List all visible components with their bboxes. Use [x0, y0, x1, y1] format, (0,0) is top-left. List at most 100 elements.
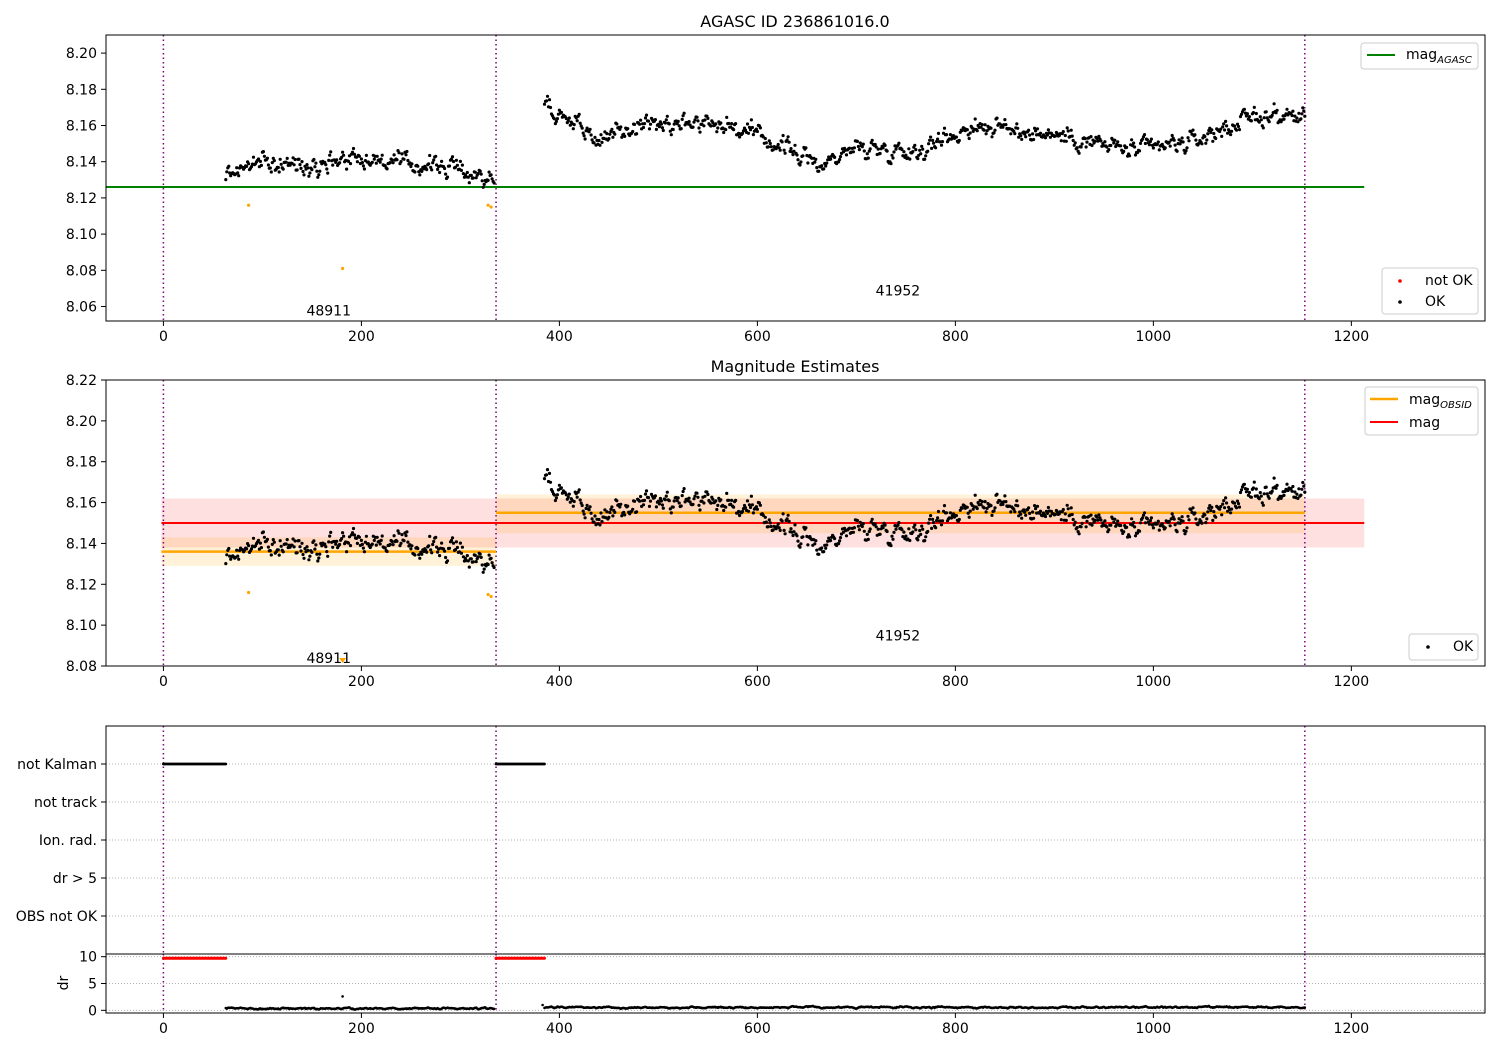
data-point: [235, 166, 239, 170]
data-point: [725, 491, 729, 495]
data-point: [795, 534, 799, 538]
data-point: [303, 547, 307, 551]
data-point: [435, 545, 439, 549]
data-point: [298, 163, 302, 167]
dr-outlier: [541, 1003, 544, 1007]
data-point: [308, 554, 312, 558]
data-point: [432, 158, 436, 162]
data-point: [851, 530, 856, 534]
data-point: [1242, 107, 1246, 111]
data-point: [429, 548, 433, 552]
data-point: [302, 173, 306, 177]
data-point: [1128, 535, 1132, 539]
data-point: [1103, 140, 1107, 144]
data-point: [1147, 143, 1151, 147]
data-point: [968, 131, 972, 135]
legend-mag-agasc-label: mag: [1406, 47, 1437, 63]
data-point: [1072, 523, 1076, 527]
data-point: [409, 547, 413, 551]
data-point: [935, 519, 939, 523]
data-point: [225, 170, 229, 174]
data-point: [1149, 516, 1153, 520]
data-point: [1063, 133, 1067, 138]
data-point: [891, 156, 895, 160]
data-point: [564, 116, 568, 121]
data-point: [801, 535, 805, 539]
data-point: [857, 148, 862, 152]
data-point: [547, 471, 552, 475]
data-point: [278, 539, 282, 543]
data-point: [758, 126, 763, 130]
data-point: [391, 543, 395, 547]
data-point: [980, 500, 984, 504]
data-point: [1019, 134, 1023, 138]
data-point: [291, 537, 295, 541]
data-point: [1109, 143, 1113, 148]
data-point: [1013, 510, 1017, 514]
data-point: [792, 149, 796, 153]
data-point: [851, 150, 856, 154]
data-point: [1211, 139, 1215, 143]
data-point: [1119, 523, 1123, 528]
data-point: [844, 153, 849, 157]
data-point: [806, 161, 810, 165]
data-point: [700, 499, 704, 503]
data-point: [593, 514, 597, 518]
data-point: [1046, 128, 1050, 132]
data-point: [1193, 133, 1197, 137]
data-point: [1167, 519, 1171, 524]
data-point: [1222, 122, 1226, 126]
data-point: [354, 536, 359, 541]
data-point: [600, 140, 604, 144]
data-point: [758, 503, 763, 507]
data-point: [245, 164, 249, 168]
data-point: [995, 116, 999, 120]
data-point: [926, 149, 930, 153]
data-point: [1038, 509, 1043, 513]
data-point: [544, 99, 549, 103]
data-point: [1140, 137, 1145, 141]
data-point: [647, 127, 652, 131]
data-point: [1016, 126, 1020, 130]
data-point: [631, 129, 635, 134]
data-point: [1073, 520, 1077, 524]
data-point: [1262, 116, 1266, 120]
data-point: [822, 167, 826, 171]
data-point: [709, 501, 713, 505]
data-point: [1163, 146, 1167, 150]
data-point: [428, 153, 432, 158]
data-point: [372, 157, 376, 161]
data-point: [465, 170, 469, 175]
data-point: [1297, 487, 1301, 491]
data-point: [338, 161, 342, 165]
data-point: [340, 155, 344, 159]
data-point: [420, 552, 424, 556]
data-point: [939, 523, 944, 527]
data-point: [993, 128, 997, 132]
data-point: [787, 519, 791, 524]
data-point: [383, 546, 387, 550]
data-point: [316, 175, 320, 179]
data-point: [748, 505, 753, 510]
data-point: [1265, 492, 1269, 496]
data-point: [1064, 139, 1068, 143]
data-point: [714, 122, 718, 126]
x-tick-label: 200: [348, 1021, 375, 1037]
data-point: [1274, 486, 1278, 490]
data-point: [643, 116, 648, 120]
data-point: [1133, 153, 1138, 157]
data-point: [447, 164, 452, 168]
data-point: [325, 167, 329, 171]
data-point: [1259, 118, 1263, 122]
data-point: [751, 511, 756, 515]
data-point: [1293, 114, 1297, 118]
y-tick-label: 8.08: [66, 659, 97, 675]
data-point: [1204, 141, 1208, 145]
data-point: [482, 567, 486, 571]
data-point: [763, 136, 767, 141]
data-point: [1212, 131, 1216, 136]
data-point: [885, 529, 889, 534]
data-point: [847, 146, 852, 150]
data-point: [1149, 137, 1153, 141]
data-point: [727, 121, 731, 126]
